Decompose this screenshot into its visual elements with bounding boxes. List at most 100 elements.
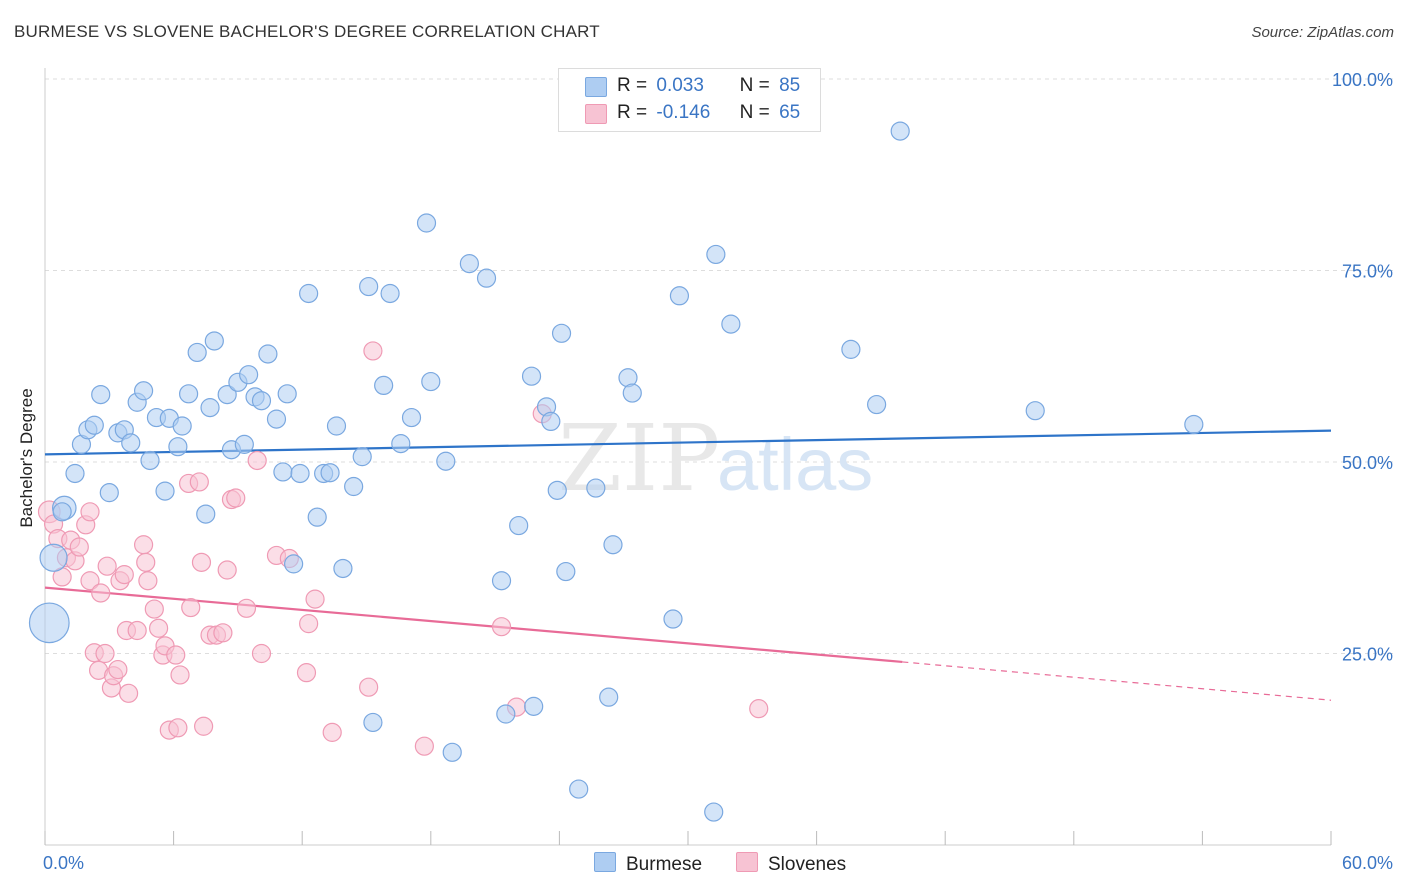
slovene-point <box>80 502 100 522</box>
burmese-point <box>65 463 85 484</box>
axes <box>44 68 1332 846</box>
slovene-point <box>299 614 319 634</box>
slovene-point <box>80 571 100 591</box>
burmese-point <box>258 344 278 364</box>
slovenes-swatch <box>585 104 607 124</box>
burmese-point <box>168 437 188 457</box>
burmese-point <box>491 571 512 591</box>
burmese-point <box>344 476 364 497</box>
burmese-point <box>421 371 441 392</box>
y-tick-label: 100.0% <box>1332 70 1393 90</box>
burmese-point <box>187 342 207 363</box>
burmese-point <box>496 704 516 724</box>
slovene-point <box>189 472 209 492</box>
burmese-point <box>622 383 642 403</box>
burmese-point <box>547 480 567 500</box>
burmese-point <box>569 779 589 799</box>
slovene-point <box>138 571 158 591</box>
burmese-point <box>416 213 437 233</box>
burmese-point <box>155 481 175 501</box>
burmese-point <box>380 283 400 304</box>
slovene-point <box>114 565 134 585</box>
burmese-point <box>284 554 304 574</box>
legend-r-value-slovenes: -0.146 <box>656 102 711 123</box>
burmese-point <box>200 398 220 418</box>
burmese-point <box>204 331 224 351</box>
burmese-point <box>121 433 141 453</box>
burmese-point <box>91 384 111 405</box>
slovene-point <box>97 556 117 576</box>
burmese-point <box>509 515 529 536</box>
legend-r-value-burmese: 0.033 <box>656 75 704 96</box>
slovene-point <box>168 718 188 738</box>
burmese-point <box>84 415 104 435</box>
slovene-point <box>191 552 212 572</box>
bottom-legend-burmese: Burmese <box>594 852 702 876</box>
chart-title: BURMESE VS SLOVENE BACHELOR'S DEGREE COR… <box>14 22 600 41</box>
burmese-point <box>436 451 456 471</box>
burmese-point <box>234 434 254 454</box>
burmese-point <box>266 409 287 429</box>
slovene-point <box>296 663 317 683</box>
slovene-point <box>359 677 379 697</box>
y-tick-label: 25.0% <box>1342 645 1393 665</box>
burmese-point <box>28 602 70 644</box>
burmese-point <box>273 462 293 482</box>
slovene-trend-extension <box>902 661 1332 701</box>
slovene-point <box>144 599 164 619</box>
burmese-point <box>521 366 542 386</box>
slovene-point <box>217 560 237 580</box>
slovene-point <box>194 716 214 736</box>
legend-r-label: R = <box>617 102 648 123</box>
burmese-point <box>39 543 68 572</box>
slovene-point <box>236 598 257 618</box>
legend-n-value-slovenes: 65 <box>779 102 801 123</box>
burmese-point <box>363 712 383 733</box>
burmese-point <box>459 254 479 274</box>
legend-n-label: N = <box>739 75 770 96</box>
slovene-point <box>108 659 128 680</box>
burmese-legend-swatch <box>594 852 616 872</box>
slovene-point <box>749 699 769 719</box>
burmese-point <box>133 381 154 401</box>
bottom-legend-slovenes-label: Slovenes <box>768 854 847 875</box>
slovene-point <box>322 722 342 742</box>
tick-labels: 25.0% 50.0% 75.0% 100.0% 0.0% 60.0% <box>43 70 1393 873</box>
slovene-point <box>133 535 154 555</box>
burmese-point <box>52 502 72 522</box>
burmese-point <box>841 339 861 359</box>
burmese-point <box>721 314 741 334</box>
burmese-point <box>320 463 340 483</box>
burmese-point <box>890 121 910 141</box>
slovene-point <box>181 597 201 618</box>
slovene-point <box>414 736 434 756</box>
burmese-point <box>1025 401 1045 421</box>
burmese-point <box>663 609 683 629</box>
bottom-legend-burmese-label: Burmese <box>626 854 703 875</box>
burmese-point <box>391 434 411 454</box>
slovene-point <box>251 643 272 664</box>
watermark: ZIP atlas <box>558 405 873 512</box>
burmese-point <box>307 507 327 527</box>
slovene-point <box>69 537 89 557</box>
burmese-point <box>196 504 216 524</box>
burmese-point <box>867 394 887 415</box>
watermark-zip: ZIP <box>558 405 720 512</box>
burmese-trend-line <box>44 429 1332 456</box>
slovenes-legend-swatch <box>736 852 758 872</box>
burmese-point <box>333 558 353 579</box>
legend-n-label: N = <box>739 102 770 123</box>
y-tick-label: 50.0% <box>1342 453 1393 473</box>
burmese-point <box>476 268 497 288</box>
burmese-point <box>586 478 606 498</box>
burmese-point <box>1184 414 1204 435</box>
data-points <box>28 121 1204 822</box>
burmese-point <box>442 742 462 762</box>
x-tick-label-max: 60.0% <box>1342 853 1393 873</box>
burmese-point <box>277 384 297 404</box>
correlation-legend: R = 0.033 N = 85 R = -0.146 N = 65 <box>558 68 821 132</box>
slovene-point <box>95 643 115 664</box>
slovene-point <box>491 617 512 637</box>
x-tick-label-min: 0.0% <box>43 853 84 873</box>
burmese-point <box>599 687 619 707</box>
